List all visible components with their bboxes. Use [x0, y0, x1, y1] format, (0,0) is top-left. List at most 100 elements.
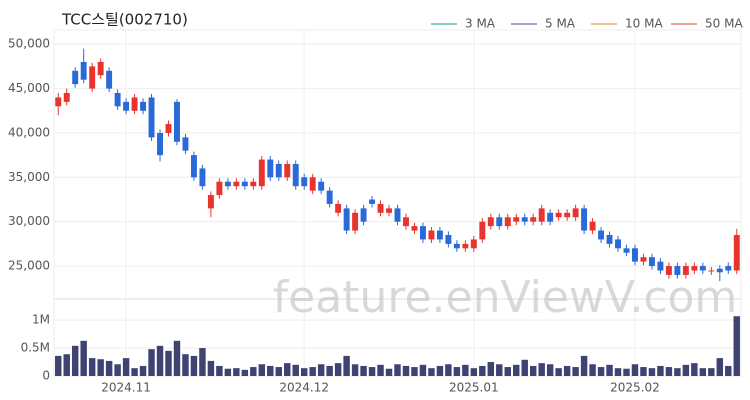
candle-body — [55, 97, 62, 107]
candle-body — [708, 270, 715, 272]
x-tick-label: 2024.12 — [279, 381, 329, 395]
volume-bar — [88, 358, 96, 376]
candle-body — [131, 97, 138, 111]
candle-body — [733, 234, 740, 271]
volume-bar — [300, 368, 308, 376]
x-tick-label: 2025.01 — [449, 381, 499, 395]
volume-bar — [216, 365, 223, 376]
candle-body — [674, 266, 681, 275]
candle-body — [598, 230, 605, 240]
candle-body — [504, 217, 511, 227]
volume-bar — [640, 367, 647, 376]
volume-bar — [97, 359, 104, 376]
candle-body — [394, 208, 401, 222]
candle-body — [309, 177, 316, 191]
volume-bar — [317, 364, 325, 376]
volume-bar — [394, 364, 401, 376]
volume-bar — [224, 368, 232, 376]
volume-bar — [589, 364, 596, 376]
volume-bar — [487, 362, 495, 376]
candle-body — [403, 217, 409, 227]
y-tick-label: 25,000 — [8, 259, 50, 273]
candle-body — [496, 217, 503, 227]
candle-body — [72, 70, 79, 85]
candle-body — [233, 181, 240, 187]
volume-bar — [546, 364, 554, 376]
candle-body — [428, 230, 435, 240]
volume-bar — [139, 365, 147, 376]
x-tick-label: 2025.02 — [610, 381, 660, 395]
volume-bar — [233, 368, 240, 376]
volume-bar — [114, 364, 121, 376]
volume-bar — [674, 368, 681, 376]
volume-bar — [351, 364, 359, 376]
volume-bar — [479, 365, 486, 376]
volume-bar — [411, 367, 418, 376]
volume-bar — [292, 364, 299, 376]
candle-body — [284, 164, 291, 178]
candle-body — [640, 257, 647, 262]
volume-bar — [326, 365, 333, 376]
volume-bar — [241, 369, 249, 376]
candle-body — [148, 97, 155, 138]
volume-bar — [470, 368, 478, 376]
volume-bar — [699, 368, 707, 376]
candle-body — [352, 212, 359, 231]
volume-bar — [368, 367, 376, 376]
volume-bar — [284, 363, 291, 376]
candle-body — [343, 208, 350, 231]
candle-body — [538, 208, 545, 222]
candle-body — [207, 195, 214, 209]
volume-bar — [496, 364, 503, 376]
candle-body — [419, 226, 426, 240]
candle-body — [258, 159, 265, 187]
candle-body — [530, 217, 537, 222]
candle-body — [157, 132, 163, 156]
legend-label: 3 MA — [465, 17, 496, 31]
candle-body — [462, 243, 469, 249]
volume-bar — [250, 367, 257, 376]
candle-body — [335, 203, 342, 213]
y-tick-label: 35,000 — [8, 170, 50, 184]
candle-body — [648, 257, 655, 267]
candle-body — [411, 226, 418, 231]
candle-body — [691, 266, 698, 271]
volume-bar — [445, 364, 452, 376]
candle-body — [589, 221, 596, 231]
candle-body — [453, 243, 460, 249]
candle-body — [292, 164, 299, 187]
y-tick-label: 45,000 — [8, 81, 50, 95]
candle-body — [665, 266, 672, 275]
volume-bar — [156, 345, 164, 376]
volume-bar — [606, 364, 613, 376]
volume-bar — [453, 367, 461, 376]
volume-bar — [623, 368, 630, 376]
candle-body — [699, 266, 706, 271]
candle-body — [318, 181, 325, 191]
volume-bar — [71, 345, 79, 376]
candle-body — [386, 208, 392, 213]
volume-bar — [631, 364, 639, 376]
volume-bar — [122, 358, 130, 376]
volume-bar — [733, 316, 740, 376]
candle-body — [436, 230, 443, 240]
candle-body — [606, 234, 613, 244]
volume-bar — [436, 365, 444, 376]
legend-label: 10 MA — [625, 17, 663, 31]
candle-body — [716, 268, 723, 273]
candle-body — [725, 266, 732, 271]
volume-bar — [105, 360, 113, 376]
volume-bar — [385, 368, 393, 376]
volume-bar — [529, 365, 537, 376]
candle-body — [581, 208, 588, 231]
candle-body — [241, 181, 248, 187]
candle-body — [487, 217, 494, 227]
candle-body — [224, 181, 231, 187]
volume-bar — [580, 355, 588, 376]
candle-body — [521, 217, 528, 222]
candle-body — [360, 208, 367, 222]
candle-body — [547, 212, 554, 222]
candle-body — [89, 66, 96, 89]
volume-bar — [614, 368, 622, 376]
candle-body — [445, 234, 452, 244]
